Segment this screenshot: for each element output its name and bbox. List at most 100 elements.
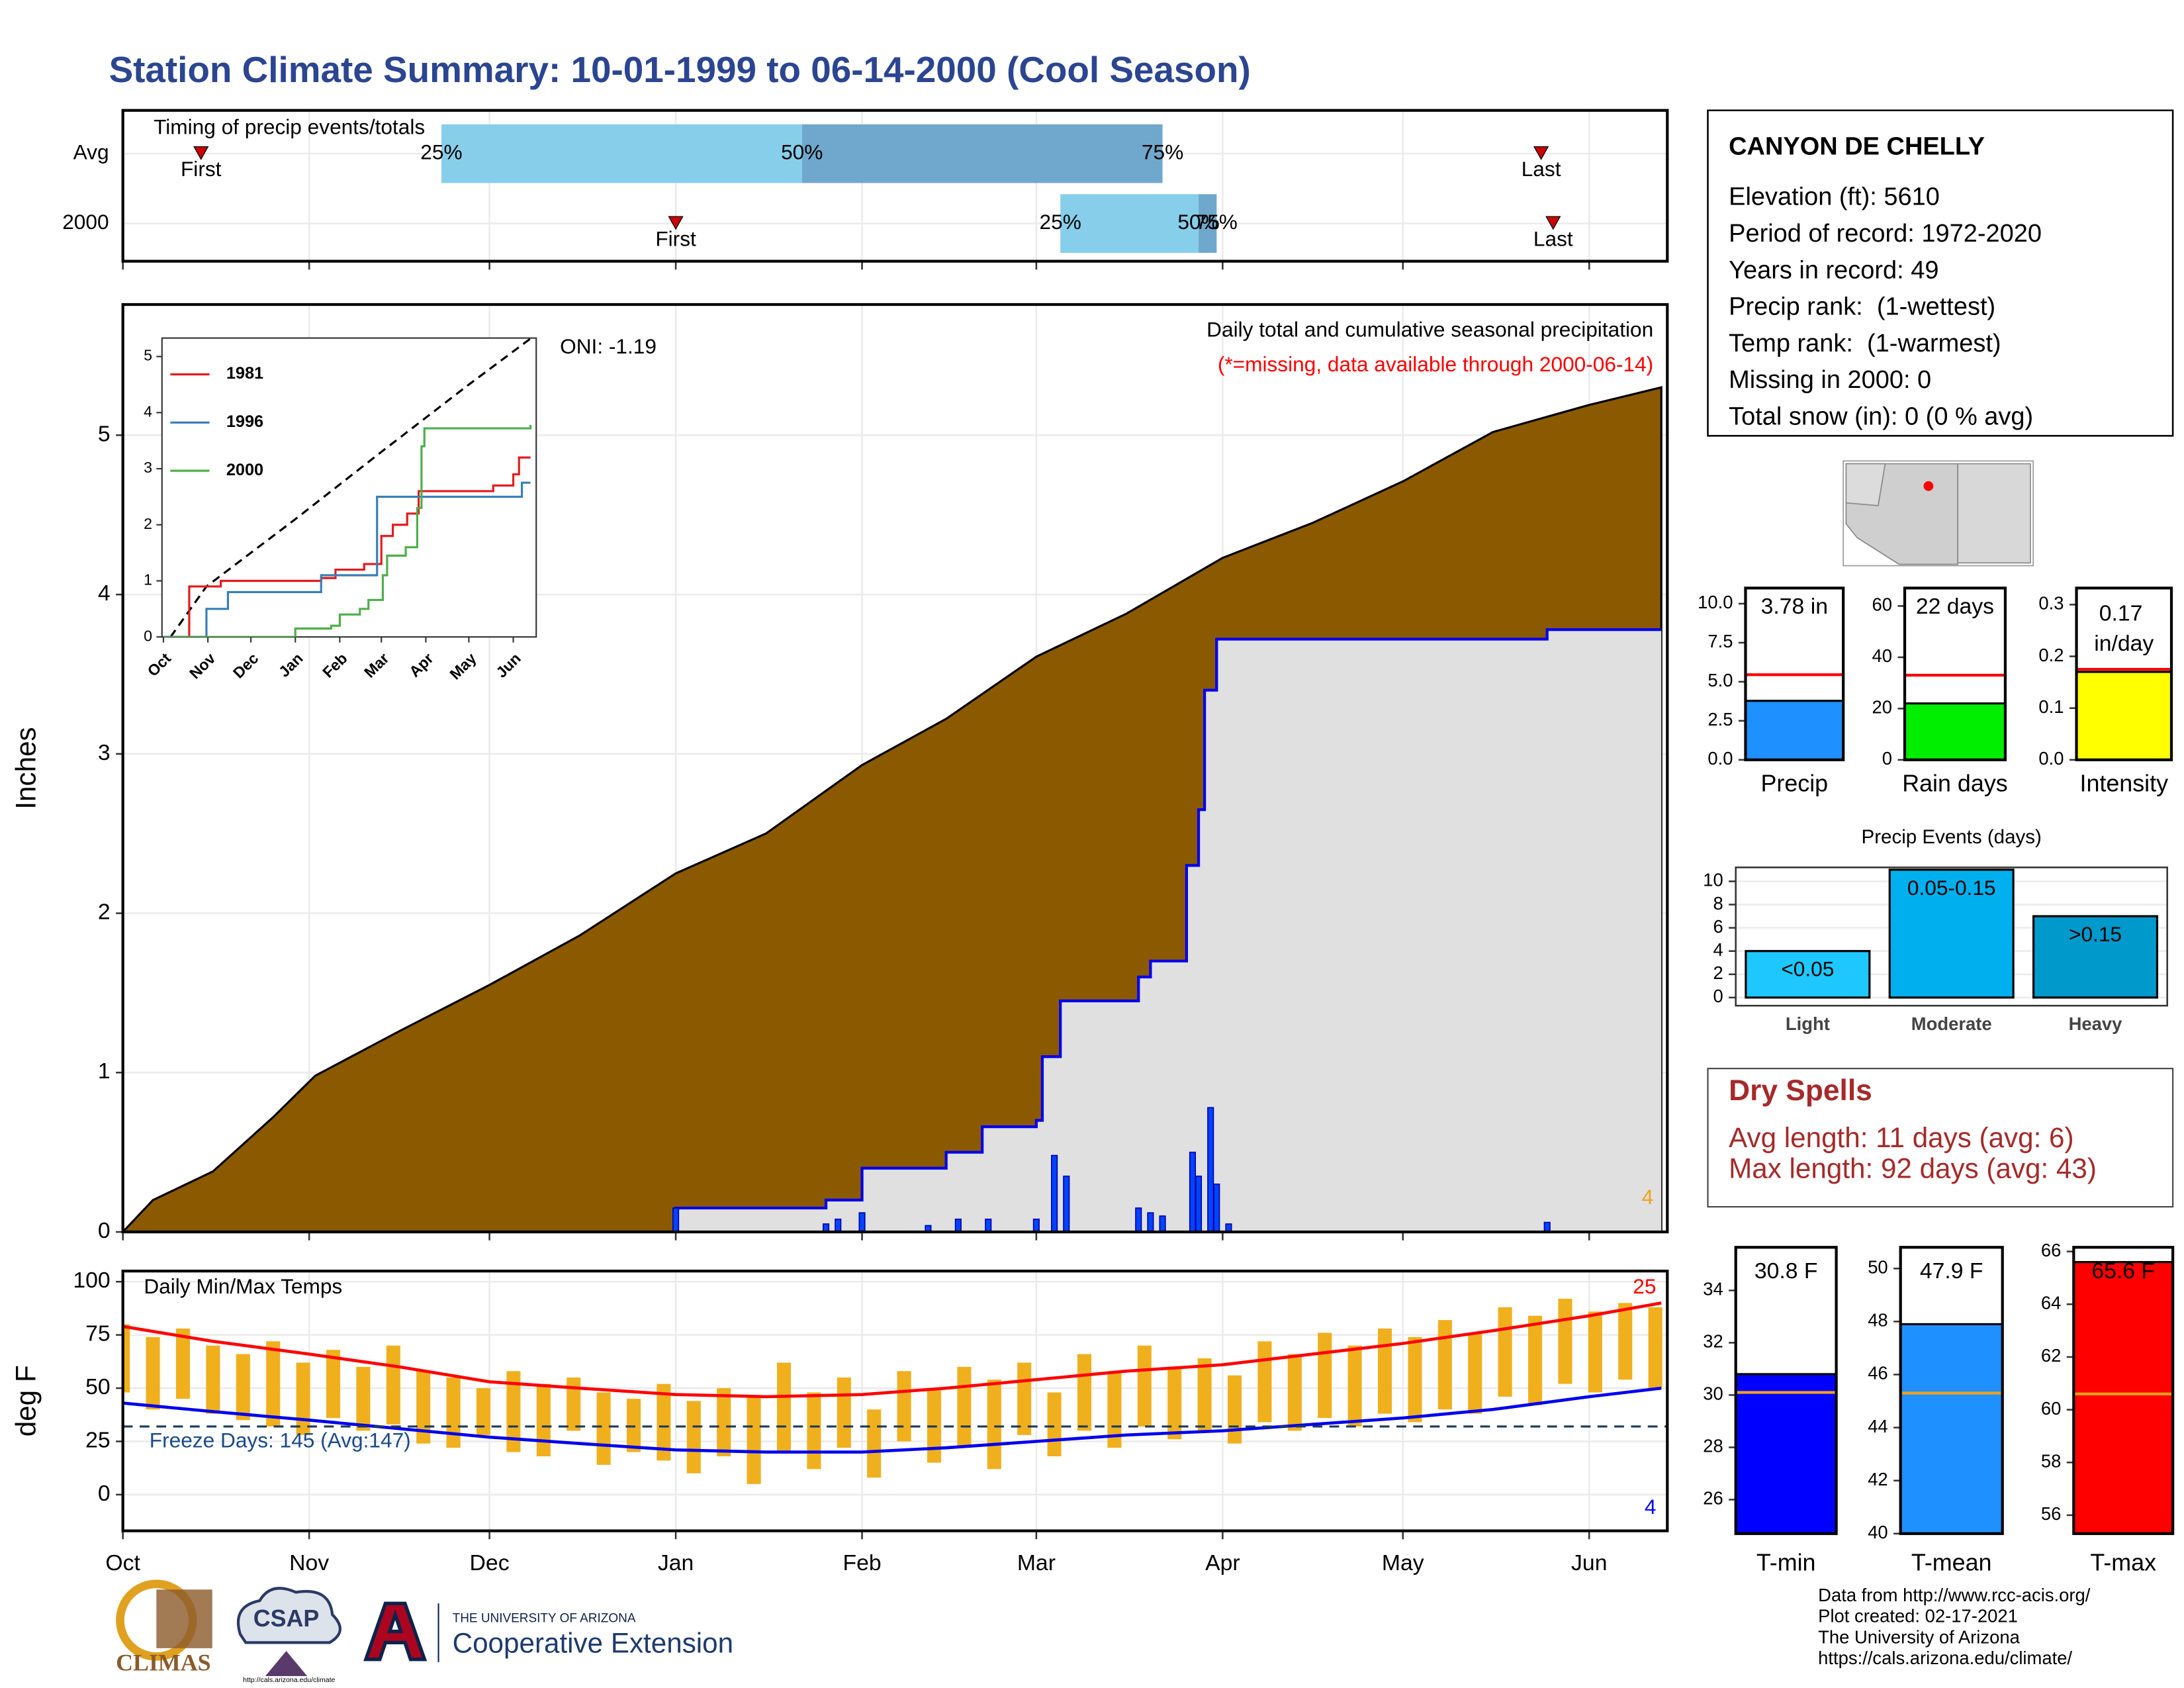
temp-range-bar xyxy=(175,1328,191,1399)
temp-range-bar xyxy=(1498,1307,1512,1397)
plot-frame xyxy=(1744,586,1845,761)
station-box xyxy=(1707,109,2174,437)
temp-range-bar xyxy=(1047,1392,1062,1456)
y-tick-label: 10.0 xyxy=(1698,592,1733,612)
bar xyxy=(1735,1373,1838,1535)
inset-y-tick-label: 1 xyxy=(144,571,152,588)
daily-bar xyxy=(672,1207,680,1233)
y-tick-label: 48 xyxy=(1868,1310,1888,1331)
temp-range-bar xyxy=(1408,1336,1422,1423)
temp-range-bar xyxy=(717,1388,731,1456)
bar xyxy=(2075,671,2173,761)
y-tick-label: 3 xyxy=(98,740,111,765)
temp-range-bar xyxy=(1017,1362,1032,1435)
credit-line: Data from http://www.rcc-acis.org/ xyxy=(1818,1585,2091,1605)
y-tick-label: 0.3 xyxy=(2038,593,2064,614)
daily-bar xyxy=(1189,1151,1197,1233)
y-tick-label: 44 xyxy=(1868,1416,1888,1436)
temp-range-bar xyxy=(446,1377,461,1448)
y-tick-label: 0 xyxy=(98,1218,111,1243)
map-state xyxy=(1845,463,1886,506)
bar xyxy=(2072,1260,2174,1535)
quantile-label: 50% xyxy=(781,140,823,164)
temp-range-bar xyxy=(1377,1328,1392,1414)
value-label: 65.6 F xyxy=(2091,1258,2155,1284)
daily-bar xyxy=(1195,1175,1203,1233)
y-tick-label: 50 xyxy=(85,1374,111,1399)
csap-mountain xyxy=(265,1651,308,1677)
quantile-bar xyxy=(801,124,1163,183)
bar xyxy=(1745,950,1871,999)
daily-bar xyxy=(1135,1207,1142,1233)
credits: Data from http://www.rcc-acis.org/Plot c… xyxy=(1818,1585,2091,1668)
temp-range-bar xyxy=(146,1336,160,1410)
bar xyxy=(1888,868,2015,999)
y-tick-label: 50 xyxy=(1868,1257,1888,1278)
credit-line: The University of Arizona xyxy=(1818,1626,2020,1647)
y-tick-label: 66 xyxy=(2041,1240,2061,1260)
marker-label: First xyxy=(655,226,696,250)
x-tick-label: Heavy xyxy=(2069,1013,2123,1034)
temp-range-bar xyxy=(1197,1358,1212,1431)
daily-bar xyxy=(1543,1221,1551,1233)
plot-frame xyxy=(1734,1246,1838,1535)
y-tick-label: 40 xyxy=(1872,645,1892,666)
logo-text: THE UNIVERSITY OF ARIZONA xyxy=(453,1612,636,1626)
plot-bg xyxy=(122,1271,1668,1531)
inset-bg xyxy=(161,337,537,638)
y-tick-label: 7.5 xyxy=(1707,631,1733,651)
y-tick-label: 2 xyxy=(1713,962,1723,983)
quantile-label: 75% xyxy=(1142,140,1183,164)
daily-bar xyxy=(1063,1175,1070,1233)
logo-text: CSAP xyxy=(253,1605,320,1632)
annotation: 4 xyxy=(1645,1495,1657,1519)
legend-label: 1996 xyxy=(226,412,263,431)
y-tick-label: 0.0 xyxy=(2038,748,2064,769)
y-tick-label: 0.2 xyxy=(2038,645,2064,665)
plot-frame xyxy=(121,109,1669,263)
x-tick-label: Apr xyxy=(1205,1550,1240,1575)
legend-label: 2000 xyxy=(226,461,263,479)
y-axis-title: Inches xyxy=(10,727,41,809)
x-tick-label: Intensity xyxy=(2079,770,2168,796)
event-marker xyxy=(668,216,684,230)
series-line xyxy=(163,456,531,637)
corner-label: 4 xyxy=(1642,1185,1654,1209)
temp-range-bar xyxy=(1558,1298,1572,1384)
temp-range-bar xyxy=(867,1409,882,1478)
temp-range-bar xyxy=(897,1371,911,1442)
y-tick-label: 2 xyxy=(98,900,111,925)
temp-range-bar xyxy=(236,1354,250,1421)
x-tick-label: Light xyxy=(1786,1013,1830,1034)
temp-range-bar xyxy=(296,1362,310,1435)
temp-range-bar xyxy=(476,1388,491,1435)
value-label: 30.8 F xyxy=(1754,1258,1818,1284)
y-tick-label: 62 xyxy=(2041,1345,2061,1366)
average-line xyxy=(122,1386,1662,1454)
plot-frame xyxy=(2072,1246,2175,1535)
page-title: Station Climate Summary: 10-01-1999 to 0… xyxy=(109,49,1251,90)
temp-range-bar xyxy=(596,1392,611,1465)
quantile-label: 25% xyxy=(420,140,462,164)
temp-range-bar xyxy=(416,1371,431,1444)
credit-line: Plot created: 02-17-2021 xyxy=(1818,1606,2018,1626)
x-tick-label: T-mean xyxy=(1911,1550,1992,1576)
y-tick-label: 8 xyxy=(1713,893,1723,914)
x-tick-label: Feb xyxy=(842,1550,881,1575)
series-line xyxy=(163,481,531,637)
daily-bar xyxy=(1159,1215,1166,1233)
x-tick-label: Oct xyxy=(105,1550,140,1575)
temp-range-bar xyxy=(837,1377,851,1448)
station-info: Elevation (ft): 5610 Period of record: 19… xyxy=(1729,183,2042,431)
station-line: Years in record: 49 xyxy=(1729,256,1938,284)
station-line: Elevation (ft): 5610 xyxy=(1729,183,1940,211)
panel-title: Daily Min/Max Temps xyxy=(144,1274,342,1298)
temp-range-bar xyxy=(747,1396,761,1484)
value-label: 22 days xyxy=(1916,594,1994,619)
dry-spells-box xyxy=(1707,1068,2174,1208)
plot-frame xyxy=(121,303,1669,1234)
y-tick-label: 60 xyxy=(2041,1398,2061,1419)
inset-y-tick-label: 5 xyxy=(144,347,152,364)
cumulative-fill xyxy=(122,630,1662,1233)
temp-range-bar xyxy=(506,1371,521,1452)
